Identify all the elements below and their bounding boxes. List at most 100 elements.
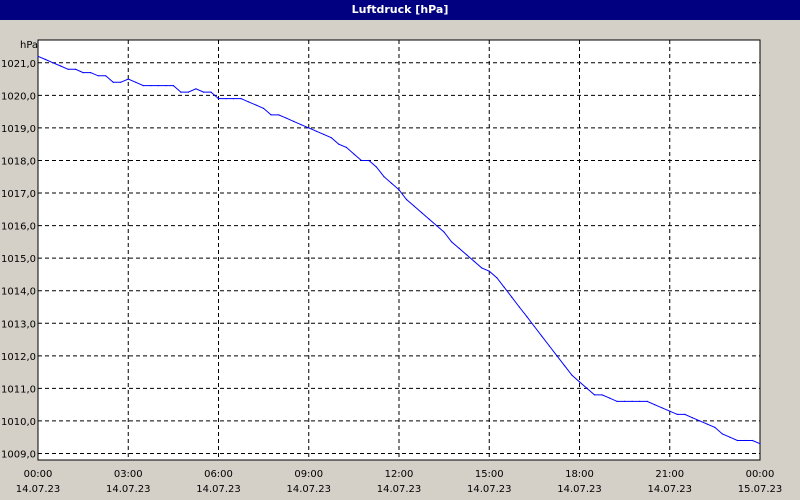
pressure-data-point (157, 85, 159, 87)
pressure-data-point (609, 397, 611, 399)
pressure-data-point (593, 394, 596, 396)
pressure-data-point (300, 124, 302, 126)
pressure-data-point (533, 325, 536, 328)
pressure-data-point (353, 153, 355, 155)
pressure-data-point (225, 98, 227, 100)
x-tick-date: 14.07.23 (647, 484, 692, 495)
y-tick-label: 1021,0 (1, 59, 36, 70)
pressure-data-point (270, 114, 272, 116)
window-title: Luftdruck [hPa] (0, 0, 800, 20)
pressure-data-point (646, 400, 648, 402)
pressure-data-point (52, 62, 54, 64)
pressure-data-point (383, 176, 385, 178)
pressure-data-point (368, 159, 370, 162)
pressure-data-point (187, 91, 189, 93)
pressure-data-point (759, 443, 761, 445)
pressure-data-point (165, 85, 167, 87)
pressure-data-point (541, 335, 543, 337)
pressure-data-point (458, 247, 460, 249)
y-tick-label: 1019,0 (1, 124, 36, 135)
pressure-data-point (255, 104, 257, 106)
pressure-data-point (330, 137, 332, 139)
y-tick-label: 1015,0 (1, 254, 36, 265)
pressure-data-point (172, 85, 174, 87)
x-tick-time: 00:00 (24, 469, 53, 480)
y-tick-label: 1011,0 (1, 384, 36, 395)
pressure-data-point (150, 85, 152, 87)
pressure-data-point (405, 198, 408, 201)
pressure-data-point (526, 316, 528, 318)
pressure-data-point (120, 81, 122, 83)
pressure-data-point (466, 254, 468, 256)
pressure-data-point (97, 75, 99, 77)
pressure-data-point (601, 394, 603, 396)
pressure-data-point (556, 355, 558, 357)
pressure-data-point (661, 407, 663, 409)
pressure-data-point (240, 98, 242, 100)
pressure-data-point (624, 400, 626, 402)
pressure-data-point (390, 182, 393, 184)
pressure-data-point (44, 58, 47, 61)
pressure-data-point (67, 68, 69, 70)
x-tick-date: 14.07.23 (557, 484, 602, 495)
pressure-data-point (323, 133, 325, 135)
pressure-data-point (308, 127, 310, 129)
pressure-data-point (202, 91, 205, 93)
x-axis-ticks: 00:00 14.07.23 03:00 14.07.23 06:00 14.07.23 0… (16, 469, 783, 495)
pressure-data-point (345, 146, 347, 148)
x-tick-time: 21:00 (655, 469, 684, 480)
pressure-data-point (127, 78, 129, 80)
pressure-data-point (75, 68, 77, 70)
pressure-data-point (436, 225, 438, 227)
pressure-data-point (210, 91, 212, 93)
pressure-data-point (548, 345, 551, 347)
x-tick-date: 14.07.23 (196, 484, 241, 495)
y-axis-ticks: 1009,0 1010,0 1011,0 1012,0 1013,0 1014,0 1015… (1, 59, 36, 461)
pressure-data-point (639, 400, 641, 402)
pressure-data-point (714, 426, 716, 428)
pressure-data-point (135, 81, 137, 83)
pressure-data-point (421, 212, 423, 214)
x-tick-date: 14.07.23 (377, 484, 422, 495)
pressure-data-point (60, 65, 62, 67)
pressure-data-point (90, 72, 92, 74)
pressure-data-point (37, 55, 39, 57)
pressure-data-point (338, 143, 340, 145)
y-tick-label: 1013,0 (1, 319, 36, 330)
pressure-data-point (511, 296, 513, 298)
pressure-data-point (706, 423, 709, 425)
pressure-data-point (684, 413, 686, 415)
pressure-data-point (428, 218, 430, 220)
x-tick-date: 14.07.23 (16, 484, 61, 495)
pressure-data-point (691, 417, 693, 419)
pressure-data-point (699, 420, 701, 422)
pressure-data-point (375, 166, 377, 168)
pressure-data-point (729, 436, 731, 438)
x-tick-time: 18:00 (565, 469, 594, 480)
pressure-data-point (744, 439, 746, 442)
x-tick-time: 06:00 (204, 469, 233, 480)
pressure-data-point (285, 117, 287, 119)
y-tick-label: 1020,0 (1, 91, 36, 102)
pressure-data-point (578, 381, 581, 383)
pressure-data-point (616, 400, 618, 402)
grid-lines (38, 40, 760, 460)
pressure-data-point (736, 439, 739, 442)
pressure-data-point (481, 267, 483, 269)
pressure-data-point (315, 130, 317, 132)
pressure-data-point (278, 114, 280, 116)
pressure-data-point (496, 277, 498, 279)
pressure-data-point (263, 107, 265, 109)
pressure-data-point (518, 306, 520, 308)
pressure-data-point (563, 365, 566, 367)
pressure-data-point (443, 231, 445, 233)
pressure-data-point (112, 81, 114, 83)
pressure-data-point (751, 439, 754, 442)
pressure-data-point (142, 85, 144, 87)
pressure-data-point (721, 433, 724, 435)
x-tick-date: 14.07.23 (286, 484, 331, 495)
pressure-data-point (571, 374, 573, 376)
pressure-data-point (586, 387, 588, 389)
